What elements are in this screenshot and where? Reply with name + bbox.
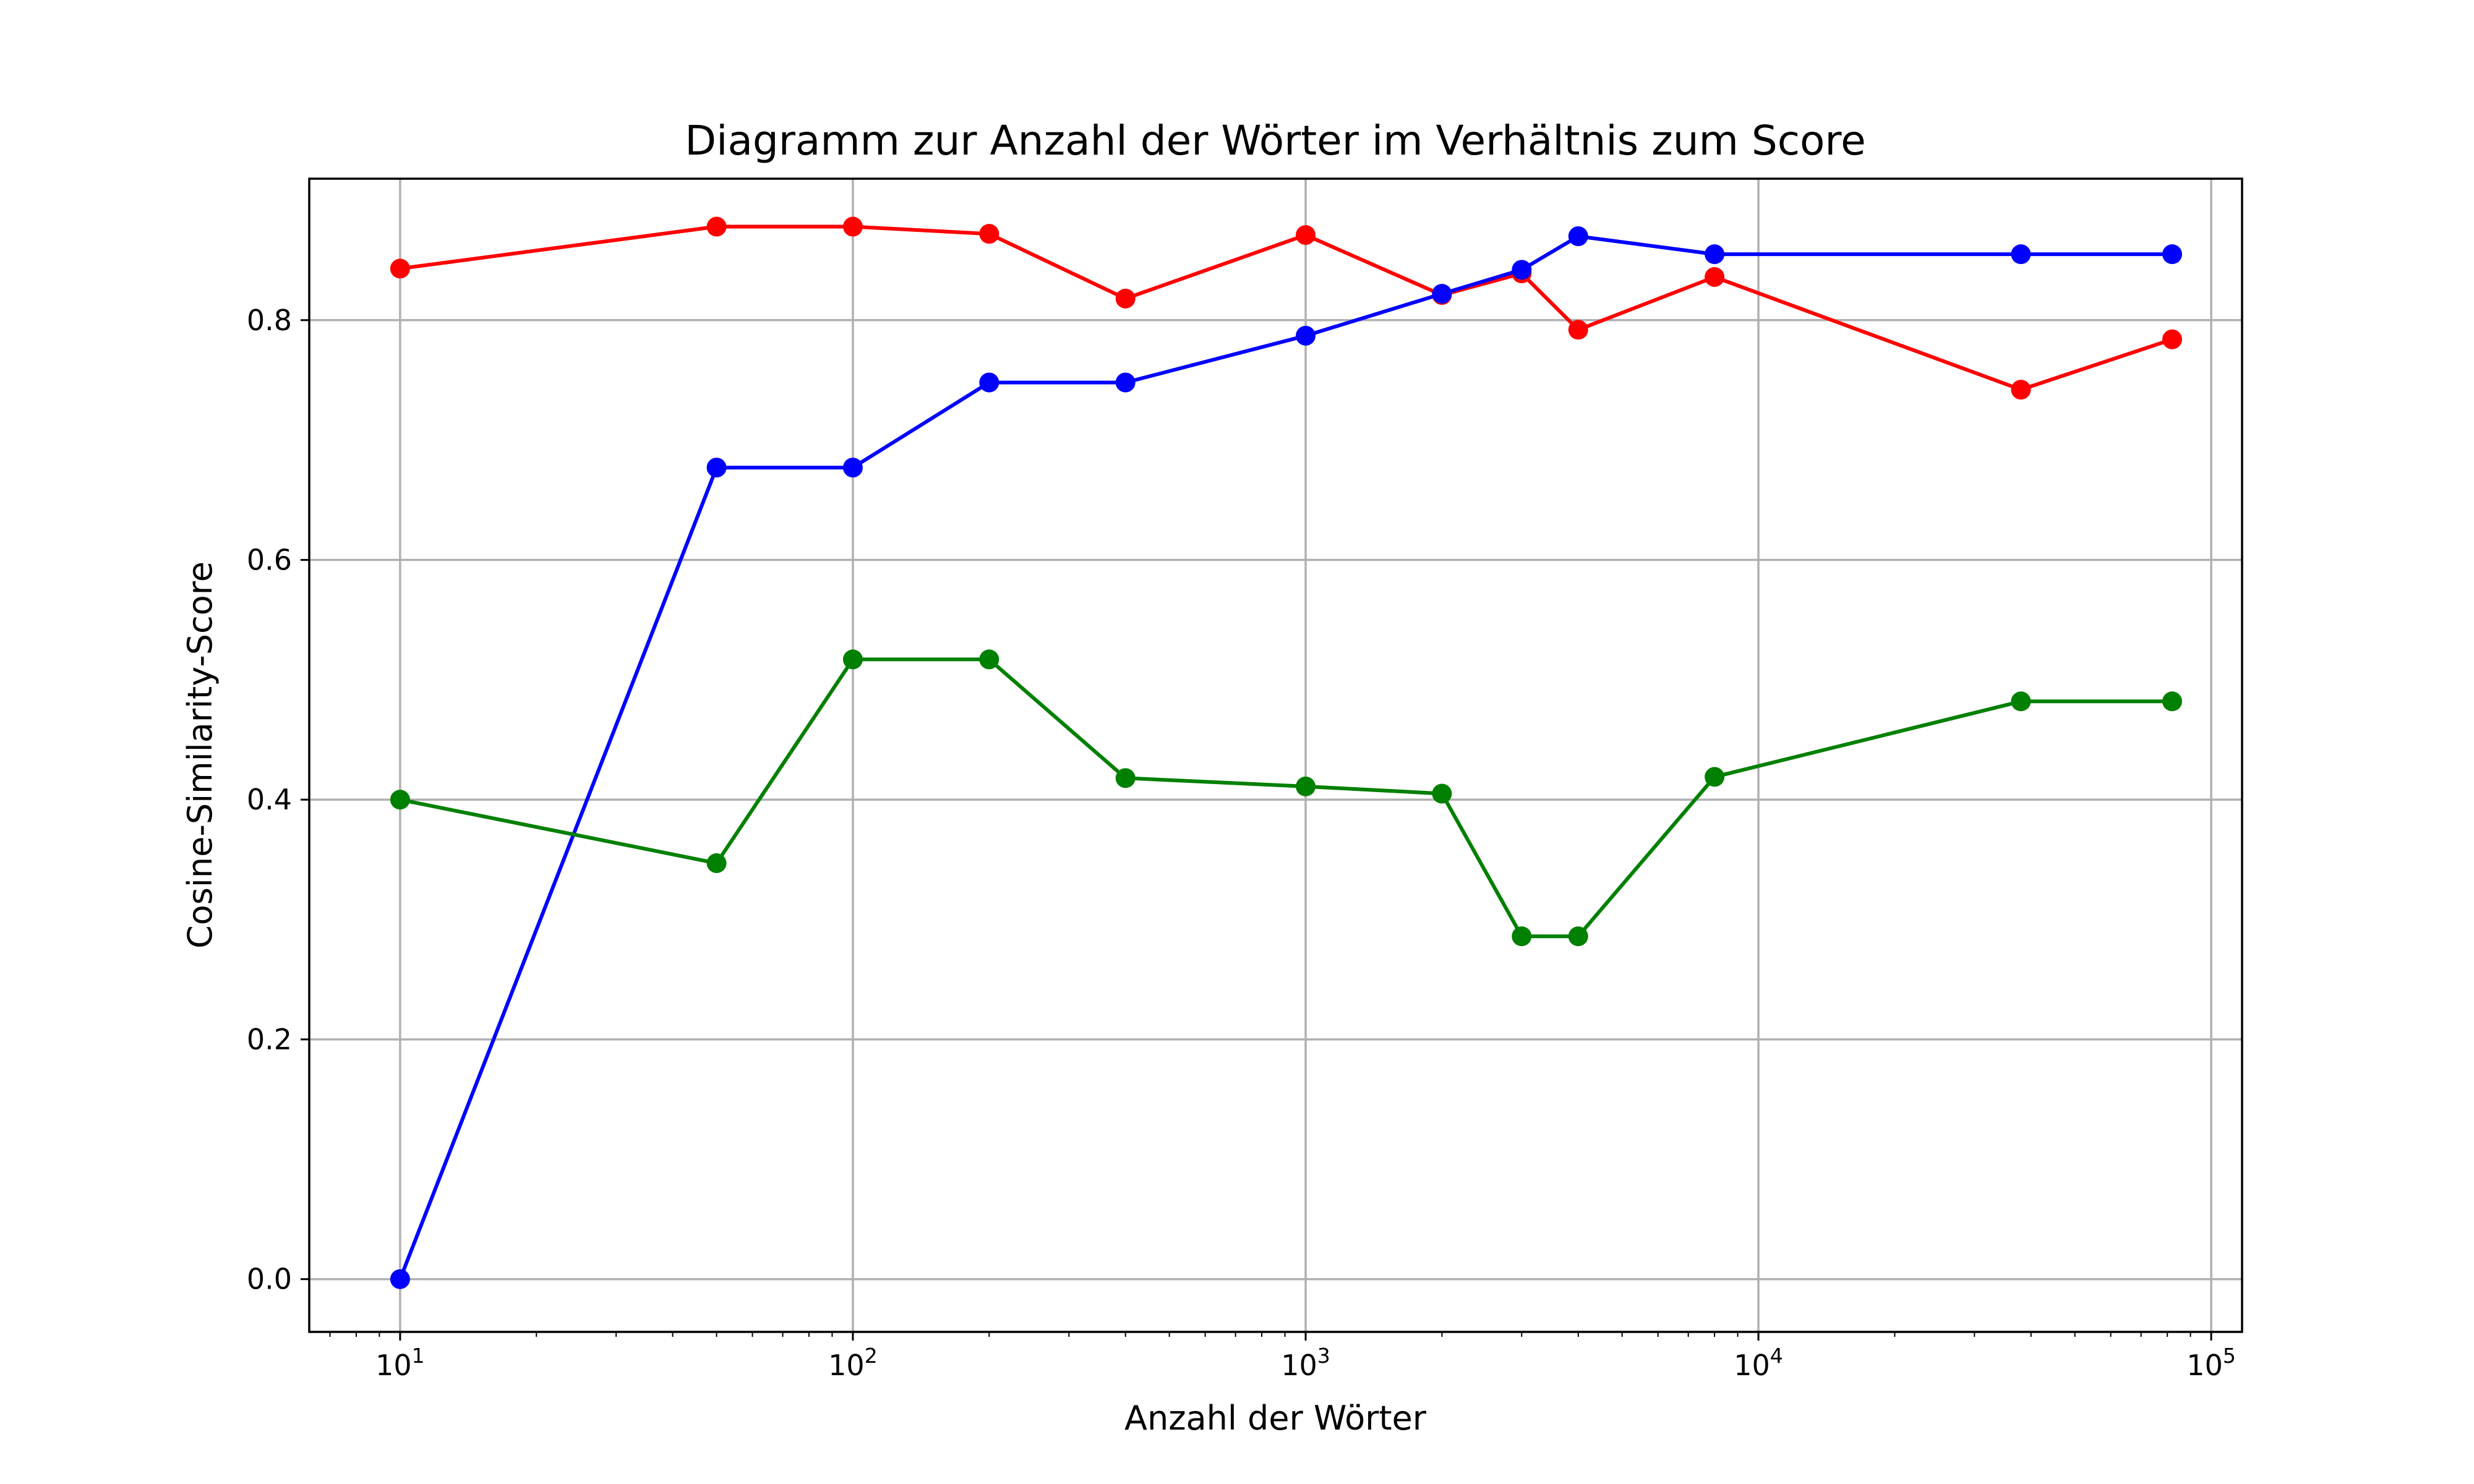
data-point [1512,926,1532,947]
tick-labels: 101 102 103 104 105 0.0 0.2 0.4 0.6 0.8 [247,304,2236,1382]
y-tick-label: 0.8 [247,304,292,337]
y-axis-label: Cosine-Similarity-Score [181,561,220,949]
series-line [398,224,2174,392]
x-tick-label: 101 [375,1344,425,1382]
series-3 [390,649,2182,947]
data-point [1705,267,1725,287]
data-point [1115,372,1136,393]
data-point [706,853,727,873]
grid-lines [309,179,2242,1332]
data-point [1115,288,1136,309]
chart-title: Diagramm zur Anzahl der Wörter im Verhäl… [685,117,1865,164]
data-point [390,1269,410,1289]
series-2 [390,226,2182,1289]
data-point [706,216,727,237]
data-point [842,458,863,478]
x-tick-label: 103 [1281,1344,1330,1382]
x-axis-label: Anzahl der Wörter [1124,1399,1427,1438]
data-point [2162,244,2182,265]
data-point [842,216,863,237]
data-point [1705,244,1725,265]
data-point [1115,768,1136,788]
series-line [398,234,2174,1281]
data-point [1295,325,1316,346]
series-line [398,657,2174,939]
data-point [1512,260,1532,280]
data-point [842,649,863,670]
data-point [1705,767,1725,787]
data-point [1568,320,1588,340]
data-point [390,790,410,810]
data-point [390,258,410,279]
y-tick-label: 0.2 [247,1023,292,1056]
data-point [1295,776,1316,796]
x-tick-label: 104 [1734,1344,1783,1382]
y-tick-label: 0.4 [247,783,292,816]
axis-ticks [301,319,2212,1341]
y-tick-label: 0.6 [247,543,292,576]
data-point [2162,329,2182,349]
data-point [1295,225,1316,245]
y-tick-label: 0.0 [247,1263,292,1296]
data-point [1568,226,1588,247]
data-point [979,224,999,244]
x-tick-label: 102 [828,1344,878,1382]
data-point [979,649,999,670]
data-point [706,458,727,478]
x-tick-label: 105 [2186,1344,2236,1382]
plot-area-border [308,177,2243,1333]
data-point [2162,691,2182,712]
data-point [2011,380,2031,400]
data-point [979,372,999,393]
data-point [2011,691,2031,712]
data-point [1432,284,1452,304]
data-point [1568,926,1588,947]
data-point [2011,244,2031,265]
data-series [390,216,2182,1289]
data-point [1432,783,1452,804]
